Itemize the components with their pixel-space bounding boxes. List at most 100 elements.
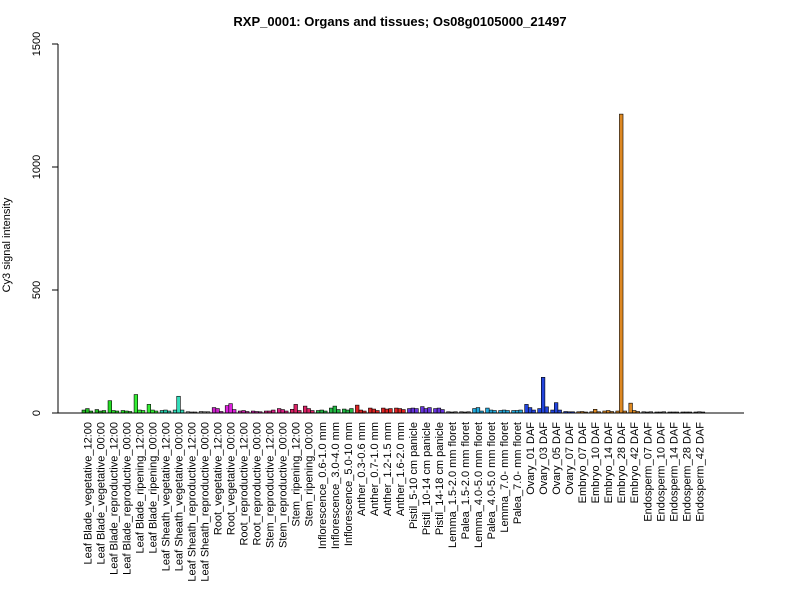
x-tick-label: Leaf Sheath_reproductive_00:00 bbox=[200, 422, 212, 582]
bar bbox=[544, 406, 549, 414]
x-tick-label: Lemma_7.0- mm floret bbox=[499, 422, 511, 533]
x-tick-label: Anther_1.2-1.5 mm bbox=[382, 422, 394, 516]
x-tick-label: Endosperm_07 DAF bbox=[642, 422, 654, 522]
bar bbox=[427, 407, 432, 414]
bar bbox=[133, 394, 138, 414]
x-tick-label: Root_vegetative_00:00 bbox=[226, 422, 238, 535]
x-tick-label: Leaf Blade_ripening_00:00 bbox=[148, 422, 160, 554]
x-tick-label: Pistil_10-14 cm panicle bbox=[421, 422, 433, 535]
y-tick-label: 1000 bbox=[31, 155, 43, 179]
x-tick-label: Palea_4.0-5.0 mm floret bbox=[486, 422, 498, 539]
x-tick-label: Leaf Sheath_reproductive_12:00 bbox=[187, 422, 199, 582]
x-tick-label: Leaf Sheath_vegetative_12:00 bbox=[161, 422, 173, 571]
bar bbox=[224, 405, 230, 414]
x-tick-label: Anther_0.3-0.6 mm bbox=[356, 422, 368, 516]
x-tick-label: Ovary_07 DAF bbox=[564, 422, 576, 495]
x-tick-label: Pistil_5-10 cm panicle bbox=[408, 422, 420, 529]
bar bbox=[388, 408, 393, 414]
bar bbox=[228, 403, 233, 414]
bar bbox=[355, 404, 360, 414]
x-tick-label: Root_vegetative_12:00 bbox=[213, 422, 225, 535]
bar bbox=[85, 408, 90, 414]
bar bbox=[280, 409, 285, 414]
x-tick-label: Embryo_42 DAF bbox=[629, 422, 641, 504]
x-tick-label: Inflorescence_0.6-1.0 mm bbox=[317, 422, 329, 549]
bar bbox=[107, 400, 112, 414]
x-tick-label: Embryo_28 DAF bbox=[616, 422, 628, 504]
bar bbox=[410, 407, 416, 414]
x-axis: Leaf Blade_vegetative_12:00 Leaf Blade_ve… bbox=[58, 412, 744, 582]
bar bbox=[475, 407, 481, 414]
chart-title: RXP_0001: Organs and tissues; Os08g01050… bbox=[233, 14, 566, 29]
x-tick-label: Endosperm_10 DAF bbox=[655, 422, 667, 522]
y-axis-title: Cy3 signal intensity bbox=[1, 197, 13, 292]
x-tick-label: Lemma_1.5-2.0 mm floret bbox=[447, 422, 459, 548]
y-tick-label: 500 bbox=[31, 281, 43, 299]
bar bbox=[540, 377, 546, 414]
x-tick-label: Lemma_4.0-5.0 mm floret bbox=[473, 422, 485, 548]
bar bbox=[436, 407, 442, 414]
bar bbox=[276, 408, 282, 414]
bar bbox=[342, 408, 347, 414]
x-tick-label: Leaf Blade_reproductive_12:00 bbox=[108, 422, 120, 575]
x-tick-label: Root_reproductive_12:00 bbox=[239, 422, 251, 546]
x-tick-label: Ovary_03 DAF bbox=[538, 422, 550, 495]
x-tick-label: Leaf Blade_vegetative_00:00 bbox=[95, 422, 107, 565]
x-tick-label: Endosperm_14 DAF bbox=[668, 422, 680, 522]
x-tick-label: Pistil_14-18 cm panicle bbox=[434, 422, 446, 535]
y-axis: 0 500 1000 1500 bbox=[31, 32, 59, 416]
x-tick-label: Stem_ripening_12:00 bbox=[291, 422, 303, 527]
bar bbox=[349, 408, 354, 414]
x-tick-label: Palea_7.0- mm floret bbox=[512, 422, 524, 524]
x-tick-label: Ovary_05 DAF bbox=[551, 422, 563, 495]
x-tick-label: Stem_reproductive_00:00 bbox=[278, 422, 290, 548]
bar bbox=[420, 406, 425, 414]
x-tick-label: Embryo_14 DAF bbox=[603, 422, 615, 504]
bar bbox=[537, 408, 542, 414]
x-tick-label: Stem_ripening_00:00 bbox=[304, 422, 316, 527]
bar bbox=[146, 404, 152, 414]
x-tick-label: Leaf Blade_reproductive_00:00 bbox=[121, 422, 133, 575]
bar bbox=[401, 409, 406, 414]
bar bbox=[407, 408, 412, 414]
bar bbox=[423, 408, 429, 414]
y-tick-label: 0 bbox=[31, 410, 43, 416]
bar bbox=[485, 407, 490, 414]
bar bbox=[336, 409, 341, 414]
x-tick-label: Anther_0.7-1.0 mm bbox=[369, 422, 381, 516]
x-tick-label: Endosperm_28 DAF bbox=[681, 422, 693, 522]
x-tick-label: Leaf Blade_ripening_12:00 bbox=[134, 422, 146, 554]
bar bbox=[593, 409, 598, 414]
bar bbox=[211, 407, 217, 414]
bar bbox=[176, 395, 181, 414]
y-tick-label: 1500 bbox=[31, 32, 43, 56]
bar bbox=[619, 113, 624, 414]
bar bbox=[94, 409, 99, 414]
x-tick-label: Palea_1.5-2.0 mm floret bbox=[460, 422, 472, 539]
x-tick-label: Ovary_01 DAF bbox=[525, 422, 537, 495]
bar bbox=[524, 404, 529, 414]
bar bbox=[440, 409, 445, 414]
bar bbox=[381, 407, 386, 414]
x-tick-label: Inflorescence_5.0-10 mm bbox=[343, 422, 355, 546]
bar bbox=[414, 408, 419, 414]
x-tick-label: Anther_1.6-2.0 mm bbox=[395, 422, 407, 516]
bar bbox=[433, 408, 438, 414]
bar bbox=[306, 408, 311, 414]
x-tick-label: Embryo_07 DAF bbox=[577, 422, 589, 504]
bar bbox=[232, 409, 237, 414]
bar bbox=[303, 405, 308, 414]
x-tick-label: Inflorescence_3.0-4.0 mm bbox=[330, 422, 342, 549]
bar bbox=[527, 407, 533, 414]
x-tick-label: Embryo_10 DAF bbox=[590, 422, 602, 504]
bar bbox=[554, 402, 559, 414]
bar bbox=[332, 405, 337, 414]
x-tick-label: Leaf Sheath_vegetative_00:00 bbox=[174, 422, 186, 571]
x-tick-label: Stem_reproductive_12:00 bbox=[265, 422, 277, 548]
bar bbox=[628, 402, 633, 414]
bar bbox=[293, 404, 298, 414]
bar bbox=[394, 407, 399, 414]
bar bbox=[215, 408, 220, 414]
bar bbox=[384, 408, 389, 414]
